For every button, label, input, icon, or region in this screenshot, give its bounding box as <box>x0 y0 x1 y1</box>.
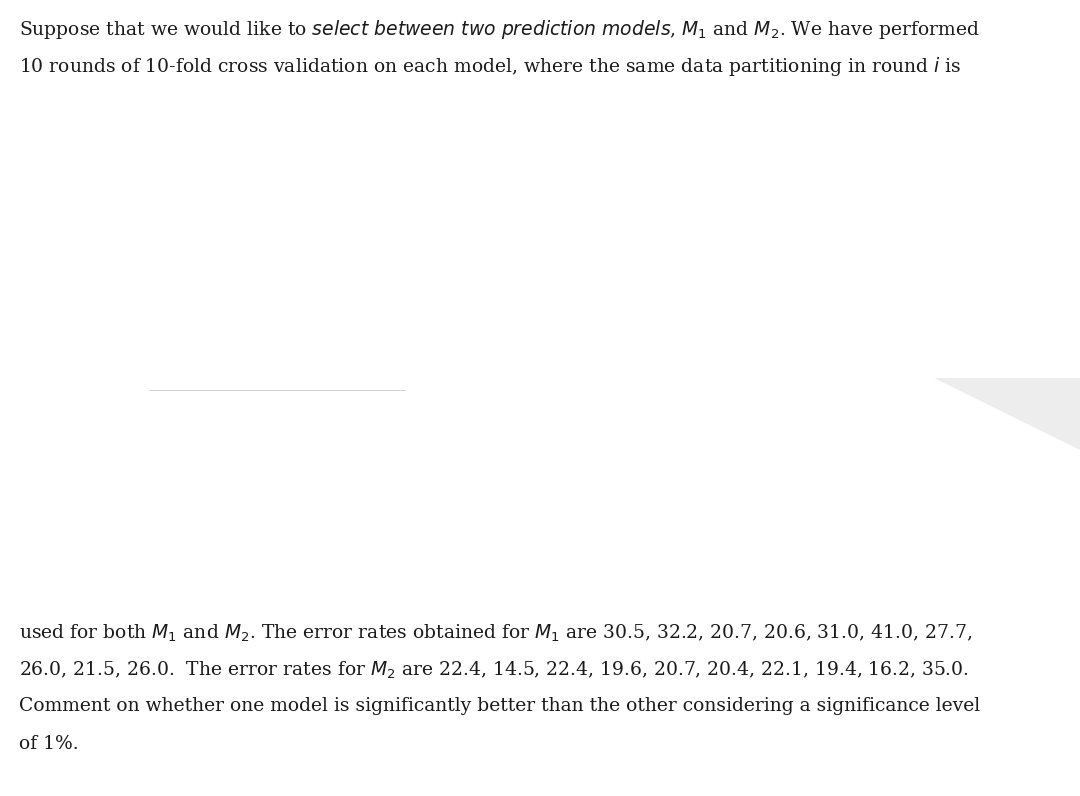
Text: 26.0, 21.5, 26.0.  The error rates for $M_2$ are 22.4, 14.5, 22.4, 19.6, 20.7, 2: 26.0, 21.5, 26.0. The error rates for $M… <box>19 660 970 681</box>
Text: 10 rounds of 10-fold cross validation on each model, where the same data partiti: 10 rounds of 10-fold cross validation on… <box>19 55 962 78</box>
Polygon shape <box>934 378 1080 450</box>
Text: Suppose that we would like to $\it{select\ between\ two\ prediction\ models}$, $: Suppose that we would like to $\it{selec… <box>19 18 981 41</box>
Text: used for both $M_1$ and $M_2$. The error rates obtained for $M_1$ are 30.5, 32.2: used for both $M_1$ and $M_2$. The error… <box>19 622 973 644</box>
Text: of 1%.: of 1%. <box>19 735 79 753</box>
Text: Comment on whether one model is significantly better than the other considering : Comment on whether one model is signific… <box>19 697 981 716</box>
